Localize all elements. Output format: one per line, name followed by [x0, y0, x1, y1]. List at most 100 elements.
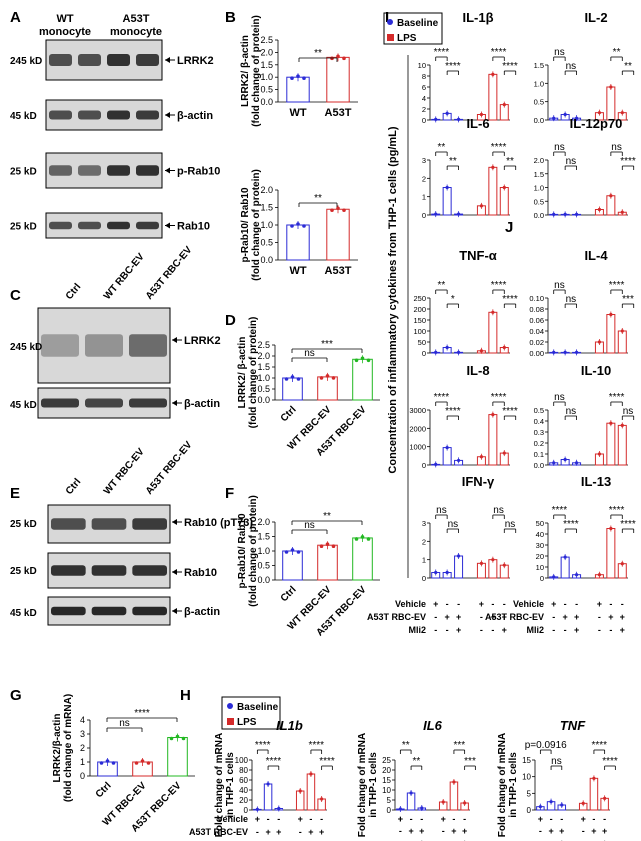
significance-label: p=0.0916 [525, 740, 567, 751]
chart-title: IL-8 [466, 363, 489, 378]
tick-label: 0.2 [534, 439, 544, 448]
tick-label: 3000 [409, 406, 426, 415]
y-axis-label: LRRK2/β-actin [52, 714, 63, 783]
chart-title: IL-4 [584, 248, 608, 263]
bar [488, 311, 498, 354]
significance-label: **** [491, 47, 507, 58]
band-label: LRRK2 [177, 55, 214, 67]
treatment-sign: + [581, 814, 586, 824]
significance-label: ns [566, 294, 577, 305]
significance-label: **** [620, 519, 636, 530]
significance-label: ** [449, 156, 457, 167]
category-label: A53T [325, 107, 352, 119]
kd-label: 245 kD [10, 56, 42, 67]
y-axis-label: in THP-1 cells [368, 752, 379, 818]
tick-label: 10 [382, 786, 391, 795]
data-point [290, 375, 295, 379]
legend-box [221, 696, 281, 730]
lane-label: monocyte [110, 26, 162, 38]
band-label: β-actin [184, 398, 220, 410]
tick-label: 0.0 [260, 255, 273, 265]
tick-label: 2000 [409, 424, 426, 433]
chart-title: IL-13 [581, 474, 611, 489]
band-label: β-actin [177, 110, 213, 122]
data-point [319, 376, 324, 380]
treatment-sign: - [560, 814, 563, 824]
treatment-sign: + [502, 612, 507, 622]
band-label: Rab10 (pT73) [184, 517, 253, 529]
lane-label: A53T RBC-EV [144, 244, 195, 302]
significance-label: ** [438, 280, 446, 291]
treatment-sign: - [621, 599, 624, 609]
lane-label: A53T RBC-EV [144, 439, 195, 497]
tick-label: 1.5 [260, 203, 273, 213]
tick-label: 100 [235, 756, 249, 765]
tick-label: 15 [522, 756, 531, 765]
data-point [302, 224, 306, 228]
treatment-sign: + [559, 838, 564, 841]
significance-label: ns [436, 505, 447, 516]
significance-label: ** [613, 47, 621, 58]
bar [449, 781, 459, 811]
blot-a0-band [78, 54, 101, 66]
tick-label: 0 [422, 461, 426, 470]
blot-a2-band [107, 165, 130, 176]
blot-a1-band [78, 110, 101, 120]
tick-label: 3 [80, 729, 85, 739]
treatment-sign: - [277, 814, 280, 824]
tick-label: 15 [382, 776, 391, 785]
treatment-sign: + [620, 625, 625, 635]
significance-label: ns [304, 348, 315, 359]
y-axis-label: Concentration of inflammatory cytokines … [387, 126, 399, 473]
data-point [342, 208, 346, 213]
significance-label: **** [502, 61, 518, 72]
treatment-sign: + [602, 838, 607, 841]
data-point [290, 76, 294, 80]
bar [306, 773, 316, 811]
treatment-sign: + [502, 625, 507, 635]
treatment-sign: - [539, 838, 542, 841]
treatment-sign: + [451, 826, 456, 836]
blot-e1-band [91, 565, 127, 576]
significance-label: **** [434, 47, 450, 58]
bar [282, 550, 303, 581]
tick-label: 1 [422, 556, 426, 565]
chart-title: IL-6 [466, 116, 489, 131]
panel-letter-J: J [505, 219, 513, 236]
y-axis-label: p-Rab10/ Rab10 [240, 187, 251, 262]
data-point [296, 222, 300, 226]
tick-label: 50 [418, 338, 426, 347]
chart-title: IL1b [276, 718, 303, 733]
significance-label: **** [609, 505, 625, 516]
treatment-sign: - [539, 826, 542, 836]
treatment-sign: - [598, 625, 601, 635]
y-axis-label: LRRK2/ β-actin [237, 337, 248, 409]
treatment-label: A53T RBC-EV [485, 612, 544, 622]
treatment-sign: - [442, 826, 445, 836]
y-axis-label: Fold change of mRNA [214, 733, 225, 837]
legend-label: LPS [237, 717, 257, 728]
bar [442, 187, 452, 216]
treatment-sign: - [503, 599, 506, 609]
legend-label: LPS [397, 33, 417, 44]
tick-label: 0.4 [534, 417, 544, 426]
lane-label: WT [56, 13, 73, 25]
treatment-sign: - [552, 612, 555, 622]
significance-label: **** [491, 142, 507, 153]
arrow-icon [172, 608, 177, 614]
significance-label: ** [438, 142, 446, 153]
tick-label: 3 [422, 519, 426, 528]
treatment-sign: - [582, 838, 585, 841]
y-axis-label: (fold change of protein) [248, 495, 259, 607]
blot-e0-band [132, 518, 167, 530]
tick-label: 40 [239, 786, 248, 795]
treatment-sign: + [462, 826, 467, 836]
y-axis-label: (fold change of mRNA) [63, 694, 74, 802]
band-label: β-actin [184, 606, 220, 618]
y-axis-label: (fold change of protein) [251, 15, 262, 127]
tick-label: 2 [80, 743, 85, 753]
arrow-icon [165, 222, 170, 229]
tick-label: 0 [244, 806, 249, 815]
tick-label: 2.0 [257, 351, 270, 361]
lane-label: A53T [123, 13, 150, 25]
